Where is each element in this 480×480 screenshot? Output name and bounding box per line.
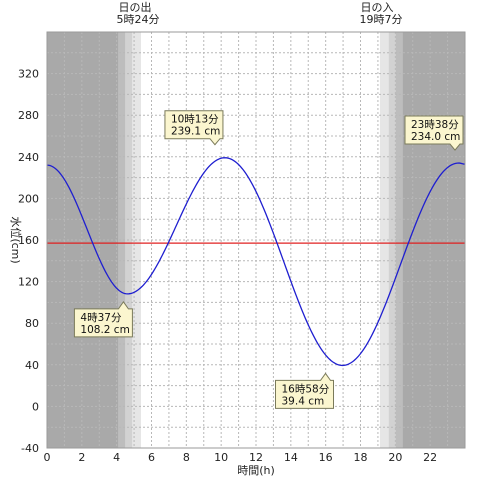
annotation-box	[275, 372, 335, 409]
annotation-time: 4時37分	[80, 312, 122, 324]
y-tick-label: 320	[18, 68, 39, 81]
x-tick-label: 0	[44, 451, 51, 464]
y-tick-label: 280	[18, 109, 39, 122]
x-tick-label: 16	[319, 451, 333, 464]
y-tick-label: 160	[18, 234, 39, 247]
annotation-box	[404, 115, 464, 151]
annotation-value: 239.1 cm	[171, 126, 220, 138]
y-tick-label: 240	[18, 151, 39, 164]
x-tick-label: 18	[354, 451, 368, 464]
y-tick-label: 200	[18, 192, 39, 205]
y-tick-label: 40	[25, 359, 39, 372]
sunrise-time: 5時24分	[117, 13, 160, 26]
x-tick-label: 8	[183, 451, 190, 464]
annotation-time: 16時58分	[282, 383, 330, 395]
x-tick-label: 10	[214, 451, 228, 464]
x-tick-label: 22	[423, 451, 437, 464]
annotation-box	[73, 301, 133, 338]
tide-line	[46, 157, 466, 367]
annotation-time: 23時38分	[411, 119, 459, 131]
annotation-value: 39.4 cm	[282, 395, 325, 407]
plot-frame	[46, 31, 466, 449]
x-tick-labels: 0 2 4 6 8 10 12 14 16 18 20 22	[44, 451, 438, 464]
y-tick-label: 0	[32, 400, 39, 413]
y-axis-label: 水位(cm)	[9, 216, 23, 263]
shade-band	[118, 32, 126, 448]
annotation-value: 234.0 cm	[411, 131, 460, 143]
y-tick-labels: -40 0 40 80 120 160 200 240 280 320	[18, 68, 39, 455]
x-tick-label: 6	[148, 451, 155, 464]
x-tick-label: 12	[249, 451, 263, 464]
grid-lines	[47, 32, 465, 448]
y-tick-label: 80	[25, 317, 39, 330]
x-tick-label: 14	[284, 451, 298, 464]
x-tick-label: 2	[78, 451, 85, 464]
shade-band	[47, 32, 119, 448]
sunset-label: 日の入	[361, 1, 394, 14]
x-axis-label: 時間(h)	[237, 464, 275, 477]
x-tick-label: 20	[388, 451, 402, 464]
annotation-time: 10時13分	[171, 114, 219, 126]
sunset-time: 19時7分	[360, 13, 403, 26]
annotation-value: 108.2 cm	[80, 324, 129, 336]
x-tick-label: 4	[113, 451, 120, 464]
y-tick-label: 120	[18, 276, 39, 289]
annotation-box	[164, 110, 224, 146]
sunrise-label: 日の出	[119, 0, 152, 14]
tide-series	[46, 157, 466, 367]
y-tick-label: -40	[21, 442, 39, 455]
